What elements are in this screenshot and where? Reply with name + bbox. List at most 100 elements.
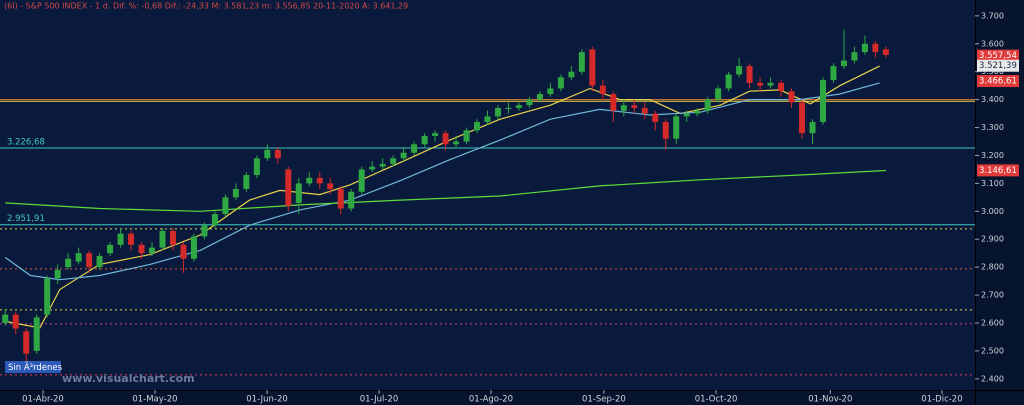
price-tag-label: 3.146,61 [979, 166, 1017, 176]
price-tag [977, 59, 1019, 72]
candle-body [557, 77, 564, 89]
y-tick-label: 3.600 [981, 39, 1004, 48]
y-tick-label: 2.900 [981, 235, 1004, 244]
candle-body [882, 49, 889, 55]
candle-body [484, 116, 491, 122]
candle-body [474, 121, 481, 131]
candle-body [778, 82, 785, 92]
candle-body [369, 166, 376, 170]
candle-body [23, 331, 30, 354]
candle-body [767, 82, 774, 86]
candle-body [390, 158, 397, 164]
badge-box [5, 361, 61, 373]
candle-body [243, 175, 250, 189]
candle-body [75, 253, 82, 262]
x-tick-label: 01-Nov-20 [808, 395, 852, 405]
moving-average [5, 169, 886, 212]
candle-body [746, 66, 753, 83]
x-tick-label: 01-Oct-20 [695, 395, 738, 405]
candle-body [536, 94, 543, 100]
candle-body [799, 102, 806, 134]
candle-body [432, 133, 439, 136]
candle-body [54, 269, 61, 279]
candle-body [694, 110, 701, 114]
candle-body [568, 71, 575, 78]
candles [2, 29, 889, 365]
candle-body [65, 258, 72, 268]
candle-body [117, 233, 124, 245]
header: (6I) - S&P 500 INDEX - 1 d. Dif. %: -0,6… [4, 2, 408, 11]
candle-body [788, 91, 795, 103]
candle-body [400, 152, 407, 159]
candle-body [169, 230, 176, 245]
plot-area [0, 0, 975, 390]
candle-body [86, 253, 93, 268]
price-tag [977, 75, 1019, 88]
candle-body [631, 105, 638, 109]
candle-body [662, 121, 669, 139]
x-tick-label: 01-Sep-20 [582, 395, 626, 405]
candle-body [757, 82, 764, 86]
candle-body [33, 317, 40, 351]
y-tick-label: 2.600 [981, 318, 1004, 327]
candle-body [610, 94, 617, 111]
candle-body [861, 43, 868, 53]
candle-body [107, 244, 114, 254]
candle-body [128, 233, 135, 245]
x-tick-label: 01-Jun-20 [246, 395, 288, 405]
candle-body [683, 113, 690, 117]
price-tag [977, 49, 1019, 62]
candle-body [715, 88, 722, 100]
badge: Sin Ã³rdenes [8, 362, 63, 373]
candle-body [494, 108, 501, 117]
watermark: www.visualchart.com [62, 372, 195, 385]
candle-body [736, 66, 743, 75]
levels: 3.226,68 2.951,91 [0, 99, 975, 376]
y-tick-label: 3.700 [981, 11, 1004, 20]
candle-body [159, 230, 166, 248]
x-tick-label: 01-Dic-20 [921, 395, 962, 405]
candle-body [589, 49, 596, 86]
candle-body [673, 116, 680, 139]
candle-body [295, 183, 302, 203]
y-tick-label: 2.800 [981, 263, 1004, 272]
candle-body [348, 191, 355, 209]
moving-average [4, 82, 880, 281]
y-tick-label: 2.400 [981, 374, 1004, 383]
candle-body [872, 43, 879, 53]
candle-body [180, 244, 187, 259]
candle-body [222, 197, 229, 215]
x-tick-label: 01-Ago-20 [469, 395, 513, 405]
candle-body [830, 66, 837, 81]
candle-body [358, 169, 365, 192]
y-tick-label: 3.200 [981, 151, 1004, 160]
y-tick-label: 2.500 [981, 346, 1004, 355]
candle-body [442, 133, 449, 145]
candle-body [285, 169, 292, 206]
candle-body [526, 99, 533, 106]
candle-body [421, 135, 428, 145]
y-tick-label: 3.400 [981, 95, 1004, 104]
candle-body [44, 278, 51, 315]
candle-body [201, 225, 208, 237]
candle-body [463, 130, 470, 142]
price-tag-label: 3.466,61 [979, 77, 1017, 87]
candle-body [620, 105, 627, 111]
candle-body [652, 113, 659, 122]
candle-body [725, 74, 732, 89]
price-tag-label: 3.557,54 [979, 51, 1017, 61]
x-tick-label: 01-Abr-20 [22, 395, 64, 405]
candle-body [264, 149, 271, 159]
price-tag-label: 3.521,39 [979, 61, 1017, 71]
candle-body [149, 247, 156, 254]
candle-body [411, 144, 418, 153]
y-tick-label: 3.300 [981, 123, 1004, 132]
candle-body [809, 121, 816, 134]
candle-body [190, 236, 197, 259]
level-label: 2.951,91 [7, 214, 45, 224]
candle-body [379, 163, 386, 167]
candle-body [2, 314, 9, 323]
candle-body [306, 177, 313, 184]
